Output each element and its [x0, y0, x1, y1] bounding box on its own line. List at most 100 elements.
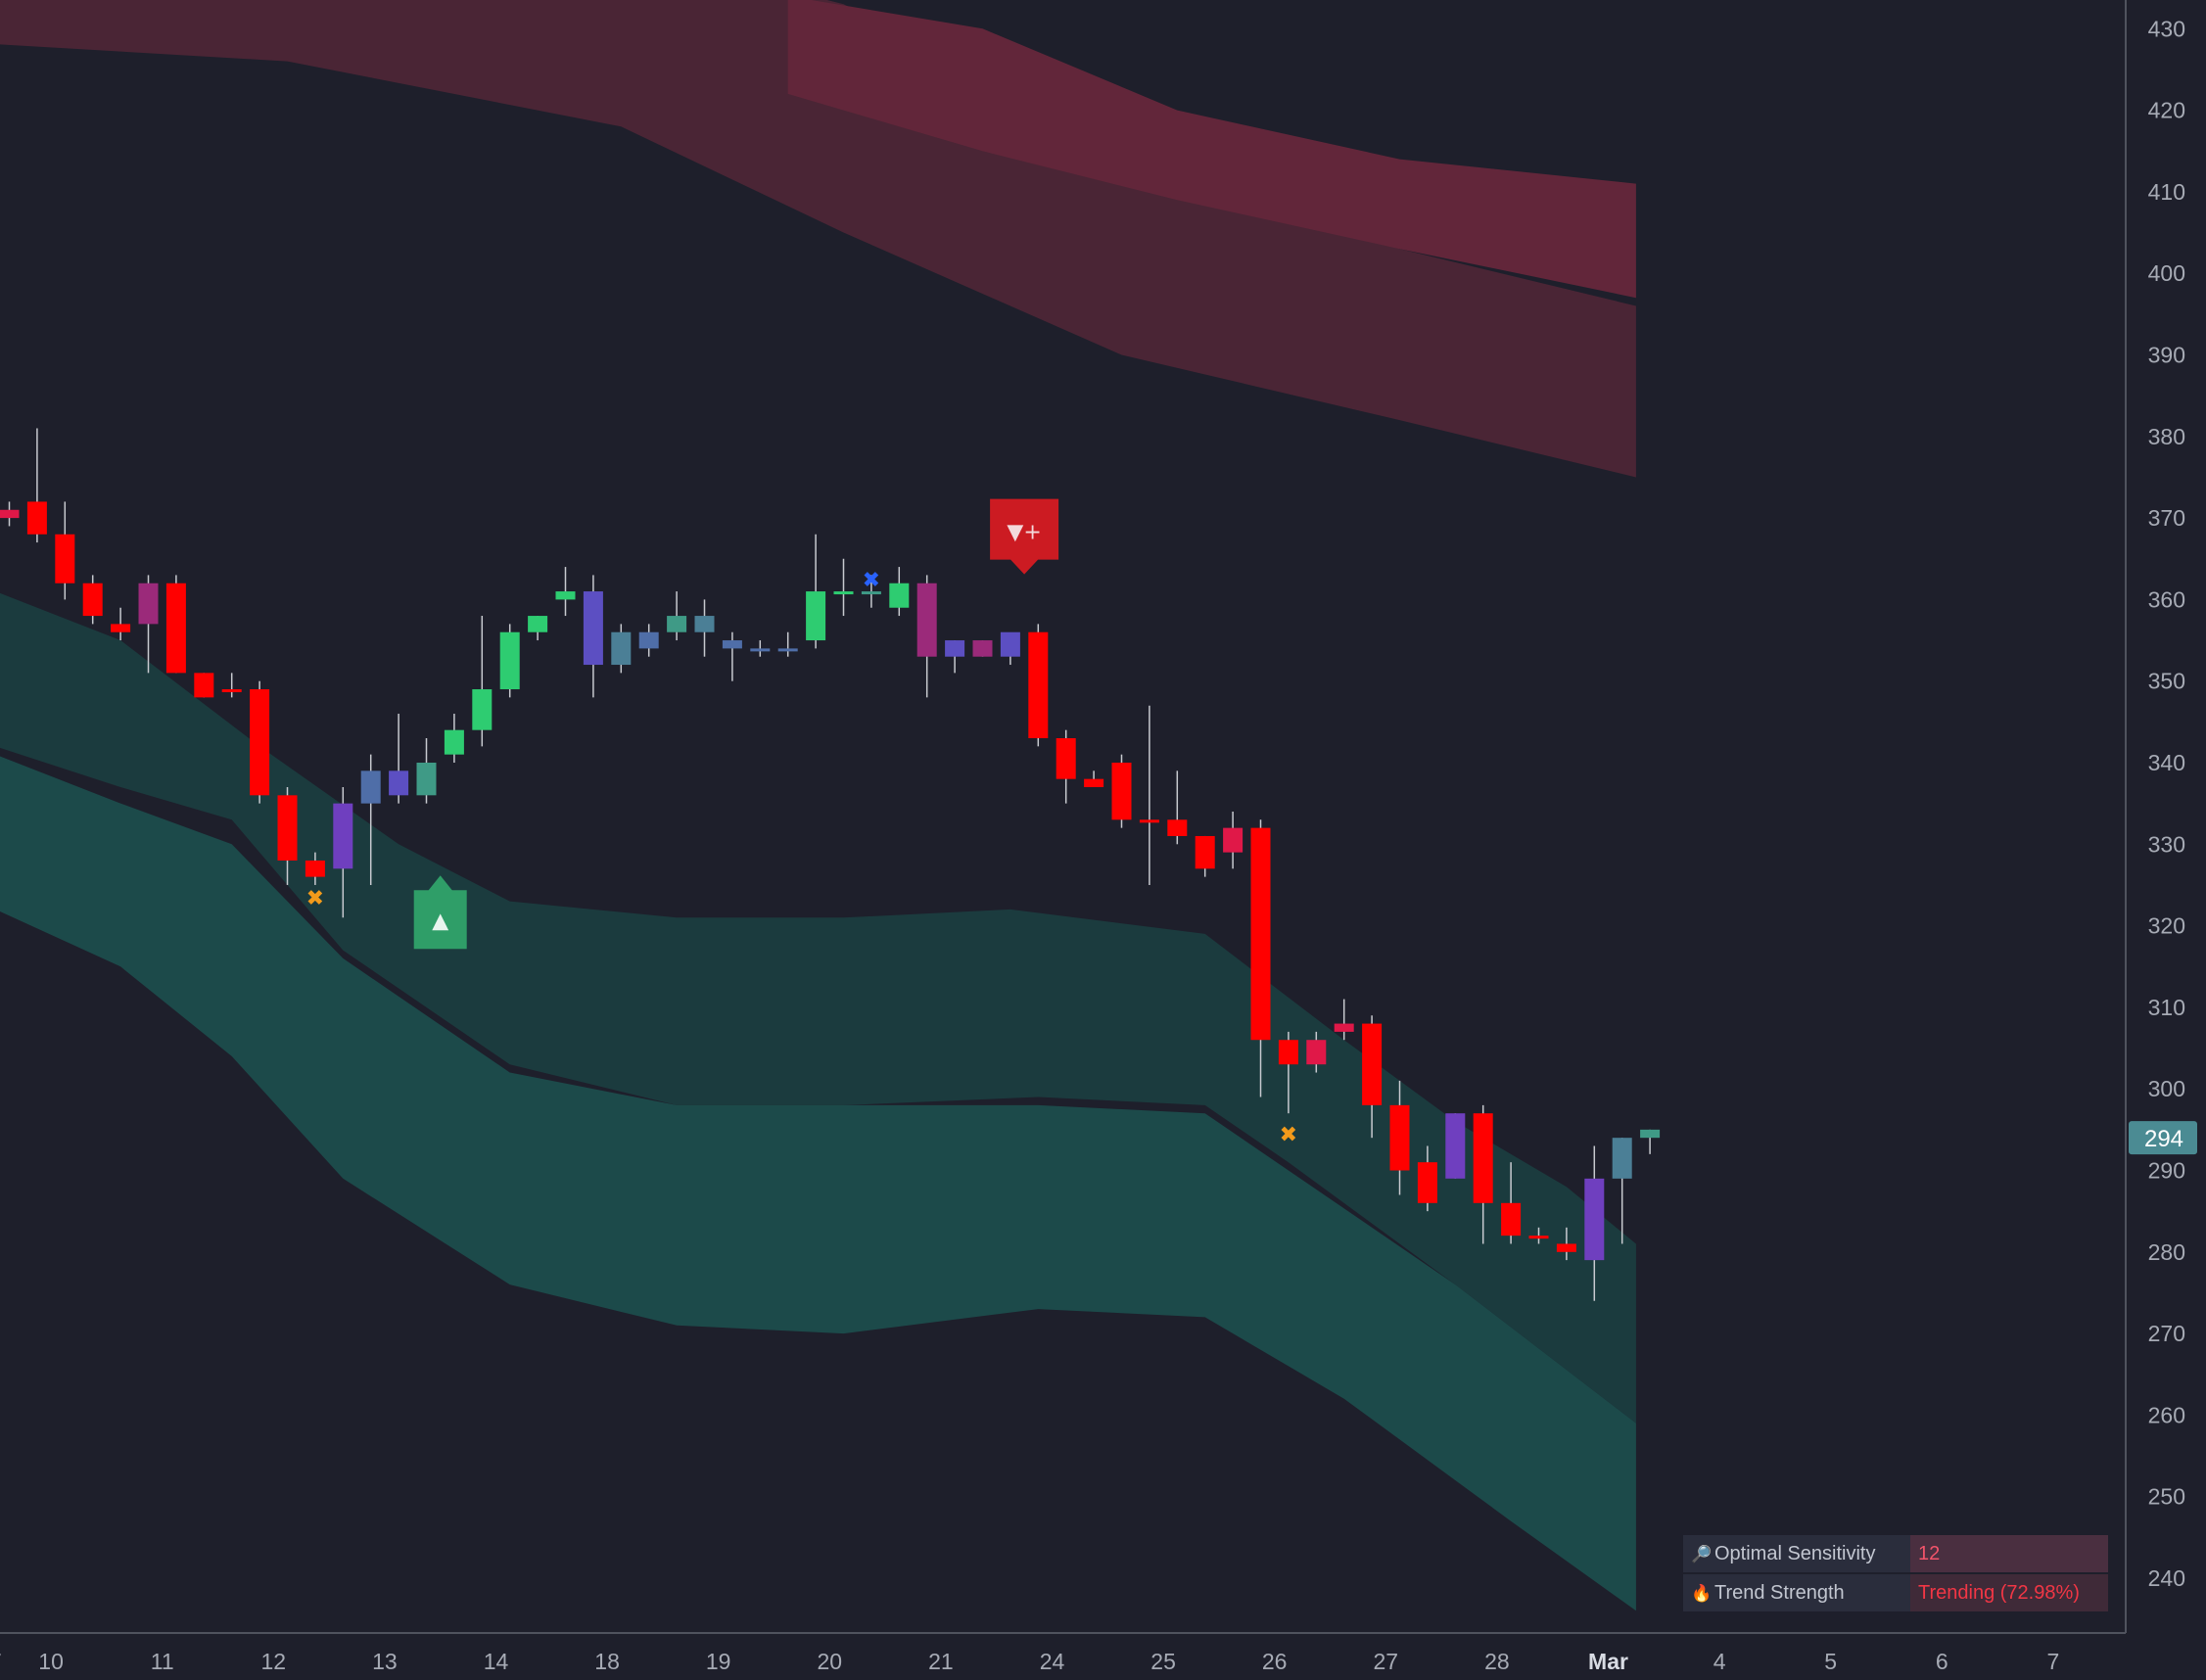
candle-body — [667, 616, 687, 632]
candle — [806, 534, 826, 649]
magnifier-icon: 🔎 — [1691, 1544, 1713, 1563]
time-tick-label: 26 — [1262, 1649, 1288, 1674]
candle-body — [861, 591, 881, 595]
candle — [1084, 770, 1104, 787]
candle-body — [1528, 1236, 1549, 1239]
candle — [138, 575, 159, 674]
price-tick-label: 330 — [2148, 831, 2185, 857]
price-tick-label: 340 — [2148, 750, 2185, 775]
cross-marker: ✖ — [306, 886, 324, 910]
candle-body — [528, 616, 548, 632]
candle — [528, 616, 548, 641]
candle-body — [1640, 1129, 1661, 1139]
candle — [972, 640, 993, 657]
candle — [250, 680, 270, 804]
candle — [1223, 811, 1244, 869]
last-price-badge — [2129, 1121, 2197, 1155]
candle — [1584, 1145, 1605, 1301]
candle — [1556, 1227, 1576, 1261]
time-tick-label: 4 — [1713, 1649, 1726, 1674]
time-tick-label: 20 — [818, 1649, 843, 1674]
info-value: 12 — [1910, 1535, 2108, 1574]
price-axis[interactable]: 240 250 260 270 280 290 300 310 320 330 340 350 360 3… — [2148, 16, 2185, 1591]
candle-body — [722, 640, 742, 649]
candle-body — [250, 689, 270, 796]
bear-label: ▼+ — [990, 498, 1059, 575]
price-tick-label: 270 — [2148, 1321, 2185, 1346]
candle-body — [1139, 819, 1159, 823]
candle — [945, 640, 965, 674]
candle-body — [1223, 827, 1244, 853]
candle — [638, 624, 659, 657]
info-row-trend: 🔥 Trend Strength Trending (72.98%) — [1683, 1574, 2108, 1613]
fire-icon: 🔥 — [1691, 1583, 1713, 1603]
candle — [26, 428, 47, 543]
candle — [444, 714, 464, 763]
candle — [861, 575, 881, 608]
price-tick-label: 410 — [2148, 179, 2185, 205]
price-tick-label: 300 — [2148, 1076, 2185, 1101]
candle-body — [360, 770, 381, 804]
candle — [1195, 835, 1215, 877]
candle — [389, 714, 409, 804]
cross-marker: ✖ — [863, 569, 880, 593]
info-value: Trending (72.98%) — [1910, 1574, 2108, 1613]
candle-body — [694, 616, 715, 632]
candle — [194, 673, 214, 698]
band-lower-outer — [0, 592, 1636, 1423]
band-upper-inner — [787, 0, 1636, 299]
candle-body — [138, 583, 159, 625]
candle-body — [82, 583, 103, 617]
price-tick-label: 400 — [2148, 260, 2185, 286]
candle-body — [111, 624, 131, 632]
candle-body — [55, 534, 75, 583]
candle-body — [1167, 819, 1188, 836]
candle — [55, 501, 75, 600]
candle — [1640, 1129, 1661, 1154]
candle-body — [583, 591, 603, 666]
price-tick-label: 430 — [2148, 16, 2185, 41]
candle — [1612, 1138, 1632, 1244]
time-tick-label: 18 — [594, 1649, 620, 1674]
candle — [1445, 1113, 1466, 1179]
time-tick-label: 13 — [372, 1649, 398, 1674]
candle-body — [1417, 1162, 1437, 1203]
candle — [833, 558, 854, 617]
candle-body — [638, 631, 659, 649]
time-axis[interactable]: 7 10 11 12 13 14 18 19 20 21 24 25 26 27 28 Mar 4 5 6 7 — [0, 1649, 2059, 1674]
time-tick-label: 19 — [706, 1649, 731, 1674]
candle-body — [1111, 763, 1132, 820]
candle-body — [777, 648, 798, 652]
last-price-text: 294 — [2144, 1126, 2183, 1152]
candle-body — [0, 509, 20, 519]
time-tick-label: 6 — [1936, 1649, 1948, 1674]
candle — [416, 738, 437, 804]
signal-labels: ▲ ▼+ — [413, 498, 1059, 950]
time-tick-label: 24 — [1040, 1649, 1065, 1674]
candle — [611, 624, 632, 674]
candle — [472, 616, 493, 747]
candle-body — [472, 689, 493, 730]
candle-body — [611, 631, 632, 666]
time-tick-label: 27 — [1374, 1649, 1399, 1674]
candle-body — [1250, 827, 1271, 1041]
price-tick-label: 390 — [2148, 343, 2185, 368]
candle — [360, 754, 381, 885]
bear-signal-badge — [990, 498, 1059, 575]
candle — [1139, 705, 1159, 885]
candle — [305, 852, 325, 885]
price-tick-label: 310 — [2148, 995, 2185, 1020]
candle-body — [416, 763, 437, 796]
band-lower-inner — [0, 756, 1636, 1611]
info-label: Trend Strength — [1714, 1581, 1845, 1604]
candle-body — [1389, 1104, 1410, 1171]
candle-body — [165, 583, 186, 674]
candle — [1250, 819, 1271, 1097]
candle — [1528, 1227, 1549, 1244]
candle — [750, 640, 771, 657]
candle — [1028, 624, 1049, 747]
candle — [889, 567, 910, 617]
candle — [1056, 729, 1076, 804]
candle — [1473, 1104, 1493, 1244]
